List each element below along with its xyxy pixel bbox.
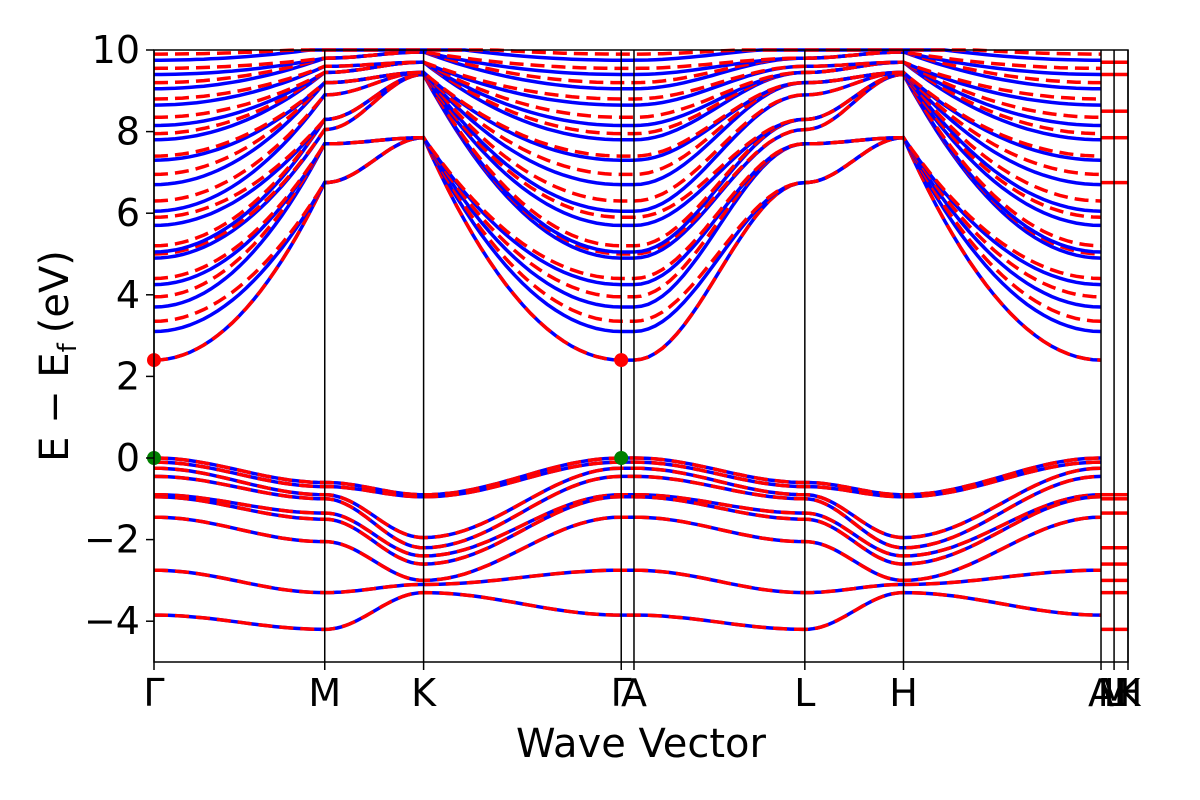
band-line [153, 135, 1102, 281]
x-tick-label: A [621, 671, 647, 715]
band-line [153, 466, 1102, 540]
y-axis-label-main: E − E [32, 352, 78, 462]
band-line [153, 72, 1102, 228]
y-tick-label: 4 [116, 273, 140, 317]
vbm-marker [614, 451, 629, 465]
x-tick-label: M [308, 671, 341, 715]
plot-frame [153, 49, 1129, 663]
band-line [154, 590, 1102, 632]
band-line [153, 466, 1102, 540]
x-tick-label: L [1103, 671, 1124, 715]
band-line [153, 515, 1102, 583]
band-line [153, 70, 1102, 158]
x-tick-label: L [794, 671, 815, 715]
y-axis-label: E − Ef (eV) [32, 250, 83, 462]
band-line [153, 474, 1102, 550]
band-line [153, 72, 1102, 256]
cbm-marker [614, 353, 629, 368]
band-line [153, 460, 1102, 499]
band-line [153, 60, 1102, 101]
x-tick-label: H [1114, 671, 1143, 715]
x-tick-label: M [1098, 671, 1131, 715]
x-tick-label: Γ [143, 671, 164, 715]
x-tick-label: H [889, 671, 918, 715]
y-tick-label: −2 [84, 518, 140, 562]
y-tick-label: 6 [116, 191, 140, 235]
band-line [153, 70, 1102, 162]
band-line [153, 495, 1102, 566]
band-line [153, 50, 1102, 71]
x-tick-label: K [1116, 671, 1142, 715]
x-tick-label: Γ [611, 671, 632, 715]
band-line [153, 72, 1102, 220]
y-axis-label-unit: (eV) [32, 250, 78, 333]
band-line [153, 495, 1102, 566]
y-axis-label-subscript: f [53, 342, 83, 352]
y-tick-label: −4 [84, 599, 140, 643]
x-tick-label: K [411, 671, 437, 715]
band-line [153, 568, 1102, 595]
y-axis-ticks: 10 8 6 4 2 0 −2 −4 [84, 28, 154, 643]
band-lines [153, 48, 1128, 632]
band-line [153, 456, 1102, 497]
y-tick-label: 0 [116, 436, 140, 480]
band-line [153, 492, 1102, 558]
band-line [154, 48, 1101, 56]
x-tick-label: A [1088, 671, 1114, 715]
y-tick-label: 8 [116, 110, 140, 154]
band-line [153, 135, 1102, 324]
x-axis-label: Wave Vector [516, 721, 767, 767]
band-edge-markers [147, 353, 629, 465]
y-tick-label: 10 [92, 28, 140, 72]
y-tick-label: 2 [116, 354, 140, 398]
